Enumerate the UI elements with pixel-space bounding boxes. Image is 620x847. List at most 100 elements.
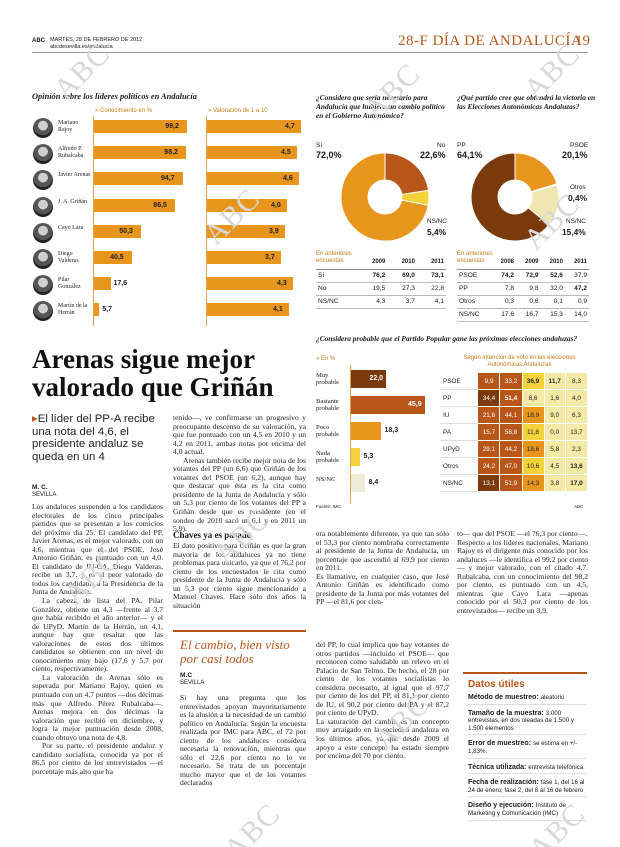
q3-bar-label: Nada probable — [316, 450, 340, 465]
datos-key: Técnica utilizada: — [468, 763, 529, 771]
score-bar — [207, 146, 297, 160]
q1-title: ¿Considera que sería necesario para Anda… — [316, 93, 445, 120]
table-row-label: PSOE — [457, 269, 492, 283]
heat-source: ABC — [574, 504, 584, 509]
q2-slice-pp — [470, 152, 550, 242]
datos-value: 3.000 entrevistas, en dos oleadas de 1.5… — [468, 709, 574, 732]
table-cell: 19,5 — [357, 282, 388, 296]
heat-cell: 51,9 — [499, 474, 523, 492]
score-bar — [207, 120, 301, 133]
table-cell: 0,6 — [516, 295, 541, 309]
datos-item: Método de muestreo: aleatorio — [468, 694, 587, 705]
datos-value: Instituto de Marketing y Comunicación (I… — [468, 802, 566, 817]
table-cell: 22,8 — [416, 282, 446, 296]
heat-row: IU 21,6 44,1 18,9 9,0 6,3 — [439, 406, 589, 424]
portrait-icon — [33, 222, 53, 243]
table-corner — [457, 256, 492, 270]
heat-row: UPyD 29,1 44,2 18,6 5,8 2,3 — [439, 440, 589, 458]
leaders-axis-2 — [206, 116, 207, 326]
sidebar-author: M.C — [180, 672, 193, 679]
q2-otros-value: 0,4% — [568, 193, 588, 203]
q3-bar-value: 45,9 — [408, 401, 422, 408]
heat-cell: 5,8 — [543, 440, 566, 458]
datos-item: Error de muestreo: se estima en +/- 1,83… — [468, 740, 587, 759]
heat-row-label: PA — [439, 423, 479, 441]
q3-bar-value: 18,3 — [384, 427, 399, 434]
knowledge-bar — [94, 120, 188, 133]
portrait-icon — [33, 275, 53, 296]
table-row-label: Sí — [316, 269, 358, 283]
table-year: 2011 — [416, 256, 446, 270]
watermark: ABC — [197, 182, 267, 252]
article-deck: ▸El líder del PP-A recibe una nota del 4… — [32, 413, 164, 463]
heat-cell: 8,6 — [521, 389, 545, 407]
article-paragraph: La valoración de Arenas sólo es superada… — [32, 672, 163, 742]
heat-cell: 44,1 — [499, 406, 523, 424]
table-row: Otros 0,3 0,6 0,1 0,9 — [457, 295, 589, 309]
article-author: M. C. — [32, 484, 48, 491]
table-header-row: 2008 2009 2010 2011 — [457, 256, 589, 270]
q1-si-value: 72,0% — [316, 150, 342, 160]
knowledge-bar — [94, 172, 184, 186]
article-paragraph: Arenas también recibe mejor nota de los … — [173, 455, 306, 534]
heat-cell: 47,0 — [499, 457, 523, 475]
sidebar-title: El cambio, bien visto por casi todos — [180, 637, 290, 666]
table-cell: 72,9 — [516, 269, 541, 283]
table-row-label: No — [316, 282, 358, 296]
sidebar-text: Si hay una pregunta que los entrevistado… — [180, 693, 306, 788]
datos-value: aleatorio — [540, 694, 565, 701]
datos-title: Datos útiles — [468, 679, 525, 690]
knowledge-bar — [94, 277, 111, 291]
q3-bar — [351, 370, 387, 388]
datos-item: Fecha de realización: fase 1, del 16 al … — [468, 779, 587, 798]
table-cell: 14,0 — [564, 308, 589, 322]
heat-row: Otros 24,2 47,0 10,6 4,5 13,6 — [439, 457, 589, 475]
score-value: 4,7 — [285, 123, 295, 130]
table-header-row: 2009 2010 2011 — [316, 256, 446, 270]
table-row: No 19,5 27,3 22,8 — [316, 282, 446, 296]
heat-cell: 2,3 — [564, 440, 589, 458]
q3-source: Fuente: IMC — [316, 504, 341, 509]
article-col4: to— que del PSOE —el 76,3 por ciento—. R… — [457, 529, 588, 615]
table-row: Sí 76,2 69,0 73,1 — [316, 269, 446, 283]
heat-cell: 51,4 — [499, 389, 523, 407]
knowledge-bar — [94, 146, 187, 160]
table-cell: 0,3 — [491, 295, 517, 309]
article-col3: era notablemente diferente, ya que tan s… — [316, 529, 449, 607]
q1-slice-no — [384, 152, 430, 196]
heat-row: NS/NC 13,1 51,9 14,3 3,8 17,0 — [439, 474, 589, 492]
heat-cell: 11,7 — [543, 372, 566, 390]
score-bar — [207, 172, 299, 186]
page-number: 19 — [575, 33, 590, 49]
q3-bar-label: Bastante probable — [316, 398, 340, 413]
article-headline: Arenas sigue mejor valorado que Griñán — [32, 344, 274, 402]
table-cell: 9,8 — [516, 282, 541, 296]
sidebar-text2: del PP, lo cual implica que hay votantes… — [316, 640, 449, 761]
datos-list: Método de muestreo: aleatorio Tamaño de l… — [463, 694, 587, 821]
heat-cell: 9,9 — [477, 372, 501, 390]
knowledge-value: 5,7 — [102, 306, 113, 314]
table-row: NS/NC 17,6 16,7 15,3 14,0 — [457, 308, 589, 322]
heat-cell: 33,2 — [499, 372, 523, 390]
datos-value: fase 1, del 16 al 24 de enero; fase 2, d… — [468, 779, 585, 794]
datos-value: se estima en +/- 1,83%. — [468, 740, 578, 755]
score-value: 4,1 — [273, 306, 283, 314]
table-cell: 3,7 — [387, 295, 417, 309]
knowledge-value: 50,3 — [119, 227, 133, 235]
knowledge-value: 99,2 — [165, 123, 179, 130]
article-col2b: El dato positivo para Griñán es que la g… — [173, 541, 306, 610]
heat-row-label: Otros — [439, 457, 479, 475]
heat-cell: 44,2 — [499, 440, 523, 458]
leader-name: Javier Arenas — [58, 172, 91, 179]
portrait-icon — [33, 301, 53, 322]
datos-key: Error de muestreo: — [468, 740, 533, 748]
header-site: abcdesevilla.es/andalucia — [50, 44, 113, 50]
score-value: 4,0 — [271, 201, 281, 209]
heat-cell: 58,8 — [499, 423, 523, 441]
heat-cell: 3,8 — [543, 474, 566, 492]
sidebar-city: SEVILLA — [180, 680, 205, 686]
knowledge-value: 94,7 — [161, 175, 175, 183]
portrait-icon — [33, 196, 53, 217]
portrait-icon — [33, 170, 53, 191]
datos-box: Datos útiles Método de muestreo: aleator… — [463, 672, 587, 822]
